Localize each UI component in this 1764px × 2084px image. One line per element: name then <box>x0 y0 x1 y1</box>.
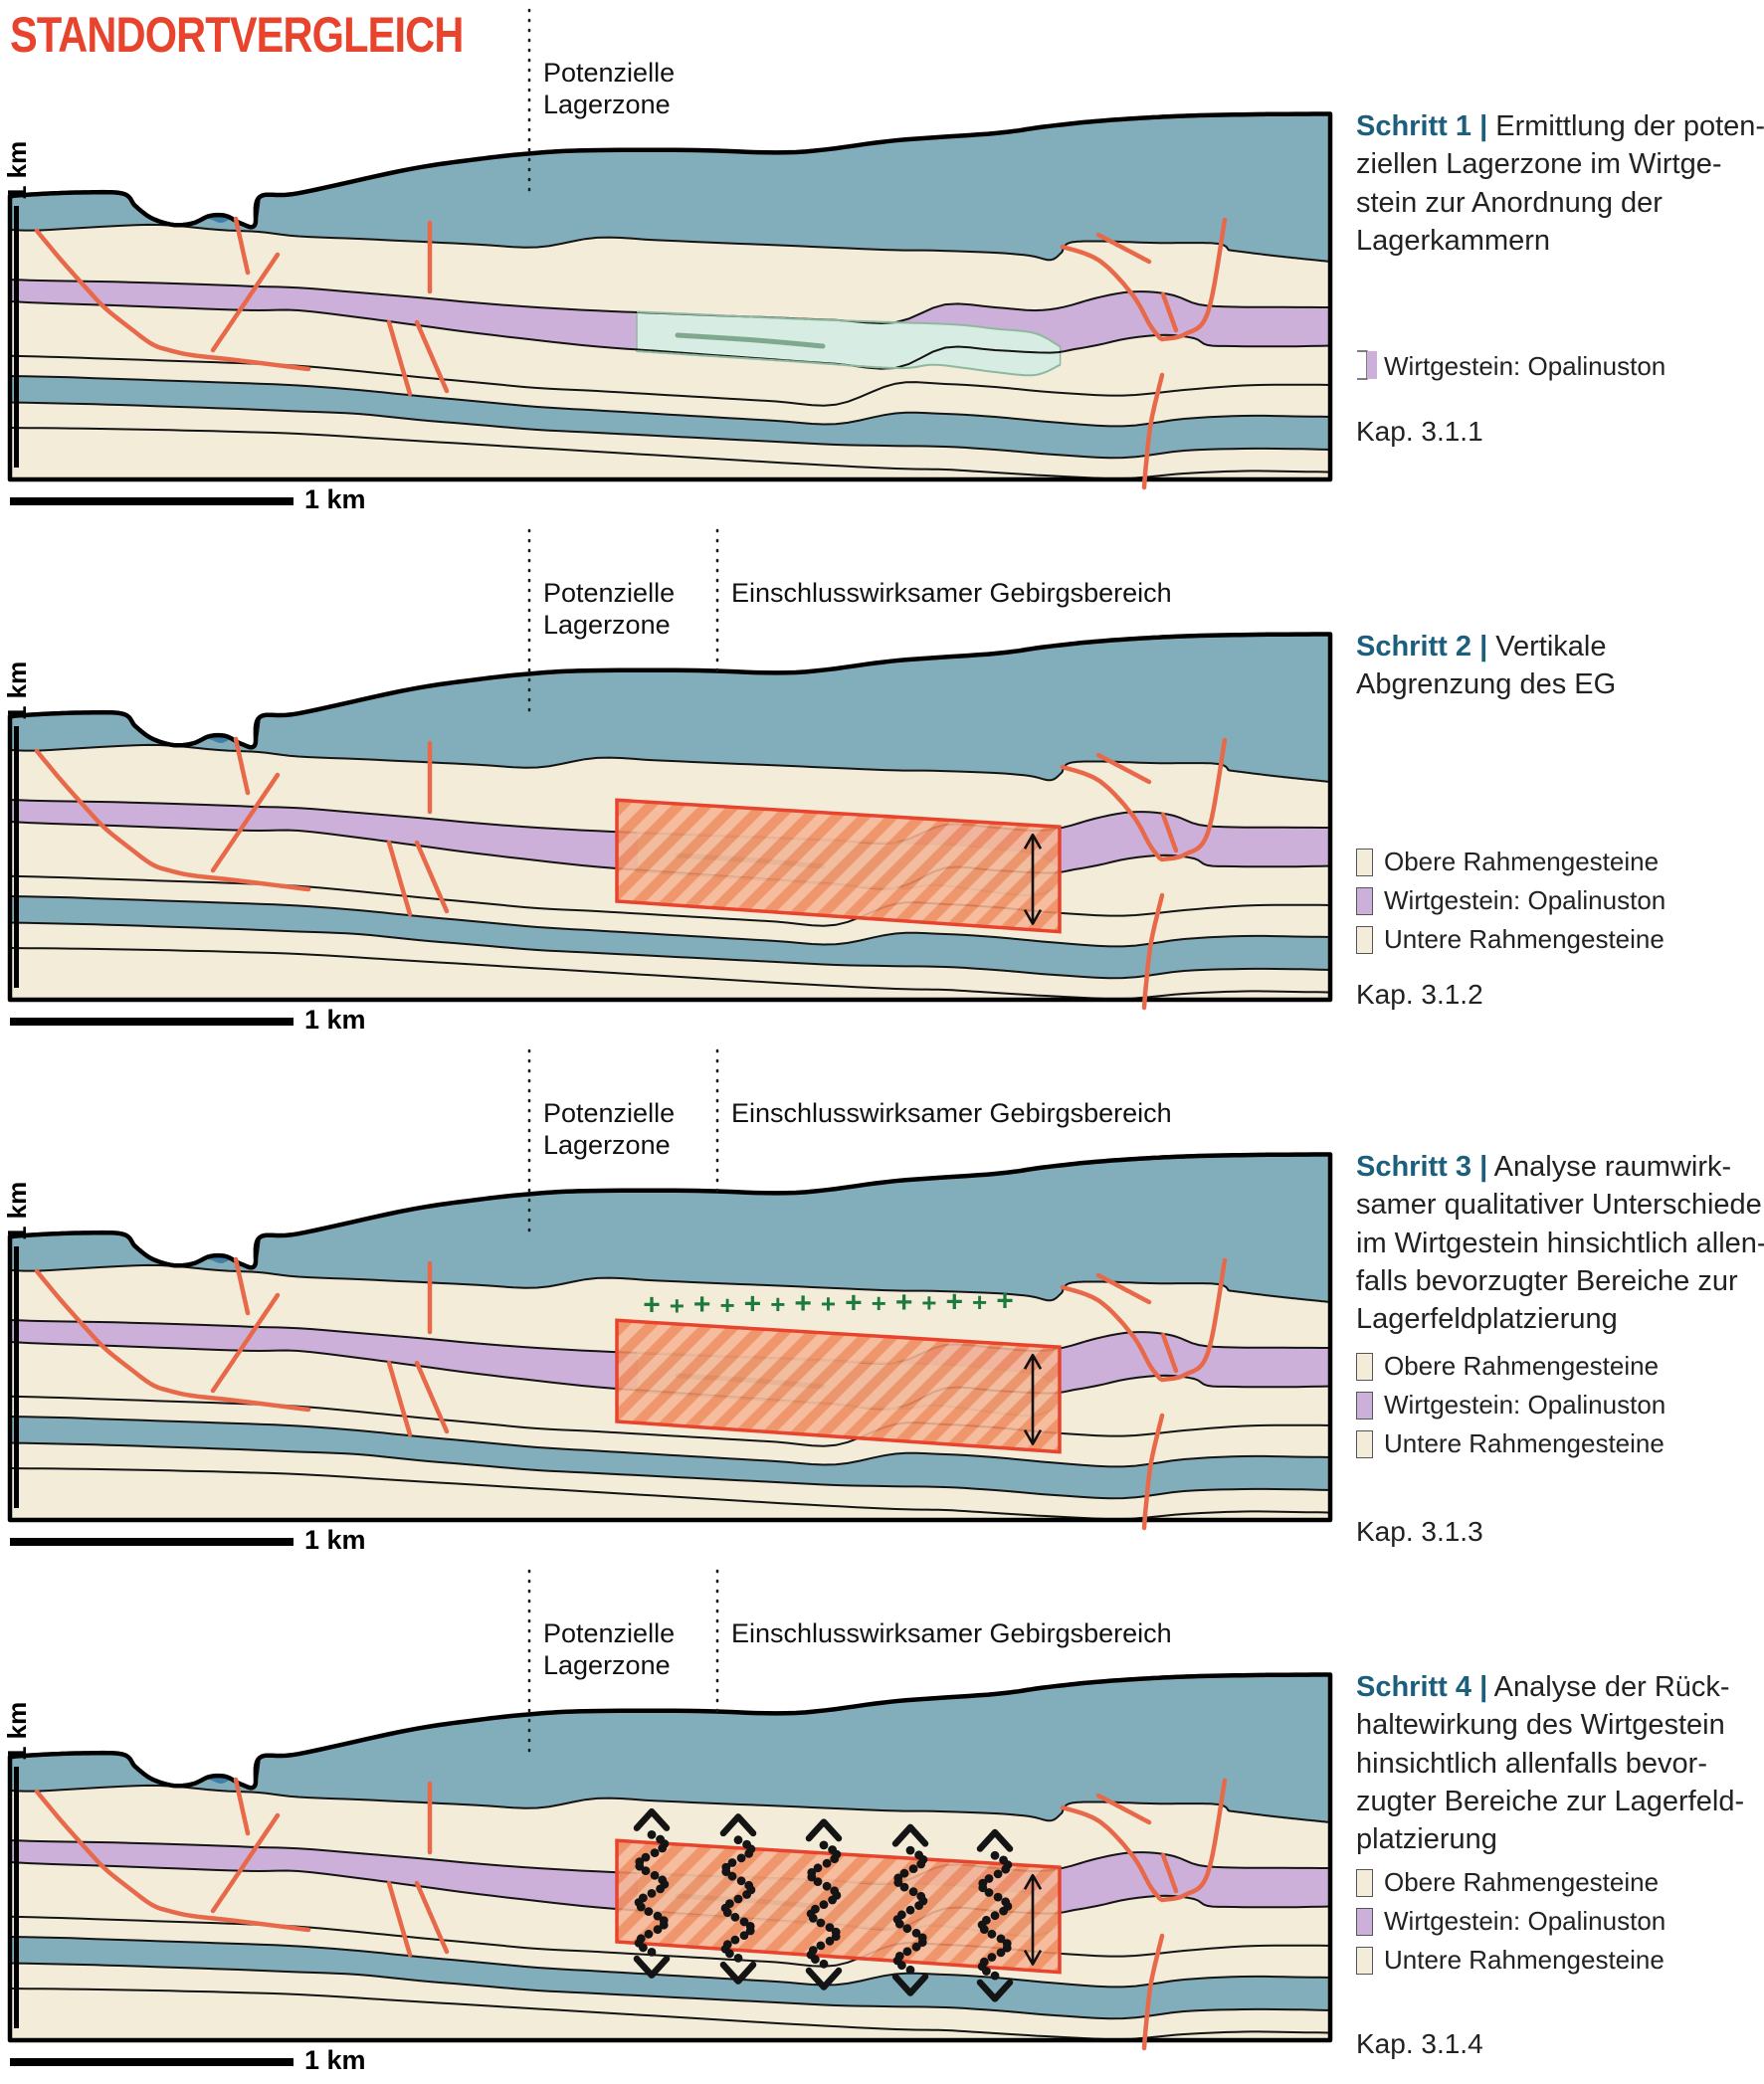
svg-text:+: + <box>872 1288 886 1318</box>
svg-text:+: + <box>845 1286 863 1319</box>
svg-text:+: + <box>693 1288 711 1321</box>
svg-text:+: + <box>946 1285 964 1318</box>
svg-text:+: + <box>921 1288 936 1318</box>
svg-text:+: + <box>996 1285 1014 1318</box>
svg-text:+: + <box>895 1286 913 1319</box>
svg-text:+: + <box>720 1290 735 1320</box>
svg-text:+: + <box>972 1287 987 1317</box>
svg-text:+: + <box>770 1289 785 1319</box>
svg-text:+: + <box>821 1289 836 1319</box>
svg-text:+: + <box>670 1290 685 1320</box>
svg-text:+: + <box>643 1289 661 1322</box>
svg-text:+: + <box>744 1288 762 1321</box>
svg-text:+: + <box>794 1287 812 1320</box>
